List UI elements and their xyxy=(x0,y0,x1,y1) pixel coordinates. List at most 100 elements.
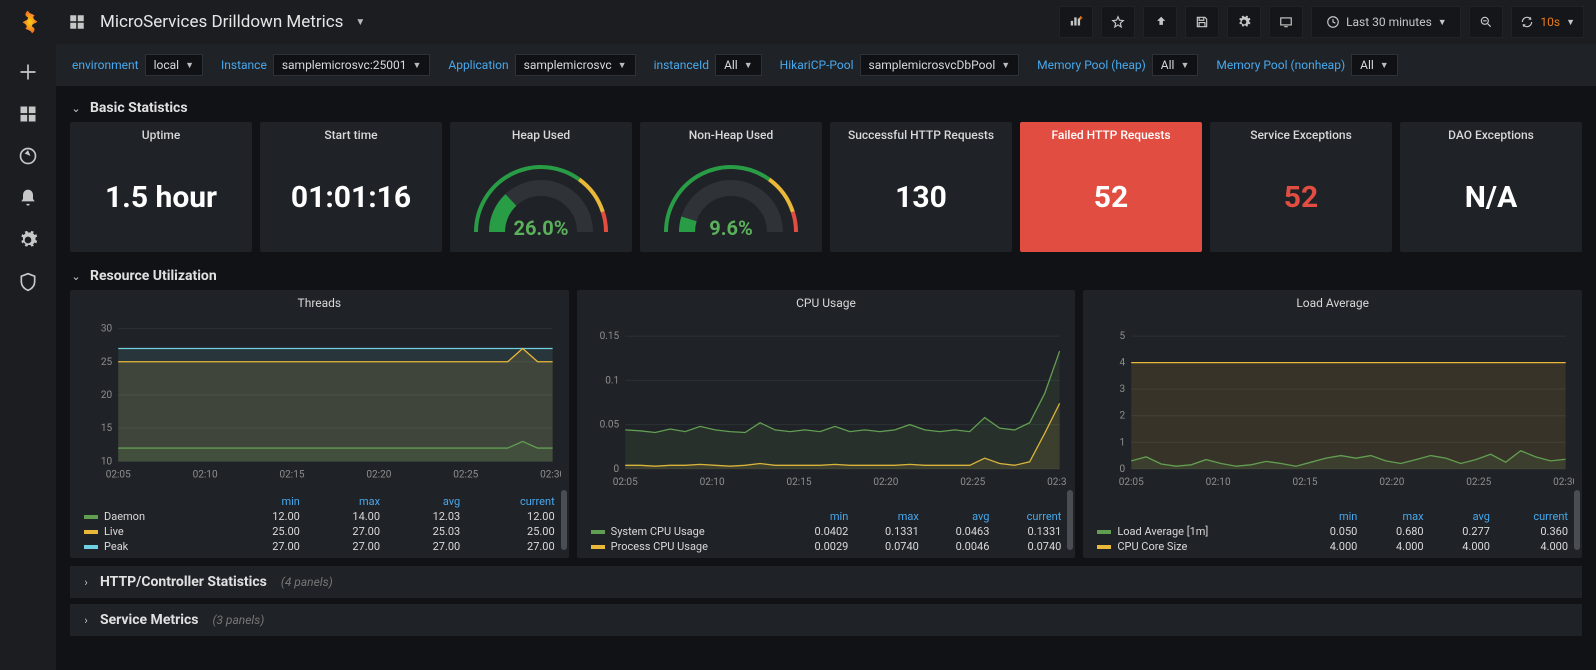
chart-svg[interactable]: 101520253002:0502:1002:1502:2002:2502:30 xyxy=(78,314,561,492)
stat-panel-nonheap[interactable]: Non-Heap Used9.6% xyxy=(640,122,822,252)
caret-down-icon: ▼ xyxy=(185,60,194,71)
variable-label: Memory Pool (heap) xyxy=(1037,58,1146,72)
stat-value: N/A xyxy=(1465,180,1517,215)
legend-table: minmaxavgcurrentDaemon12.0014.0012.0312.… xyxy=(78,494,561,554)
row-title: Basic Statistics xyxy=(90,100,188,116)
chart-svg[interactable]: 01234502:0502:1002:1502:2002:2502:30 xyxy=(1091,314,1574,507)
legend-row[interactable]: Process CPU Usage0.00290.07400.00460.074… xyxy=(585,539,1068,554)
row-title: Service Metrics xyxy=(100,612,198,628)
variable-label: HikariCP-Pool xyxy=(780,58,854,72)
grafana-logo-icon[interactable] xyxy=(12,8,44,40)
alert-icon[interactable] xyxy=(18,188,38,208)
dashboard-grid-icon xyxy=(68,13,86,31)
row-service-metrics[interactable]: › Service Metrics (3 panels) xyxy=(70,604,1582,636)
svg-text:0: 0 xyxy=(613,464,619,475)
legend-row[interactable]: Load Average [1m]0.0500.6800.2770.360 xyxy=(1091,524,1574,539)
stat-panel-start[interactable]: Start time01:01:16 xyxy=(260,122,442,252)
variable-value-dropdown[interactable]: All▼ xyxy=(715,54,762,76)
caret-down-icon: ▼ xyxy=(1001,60,1010,71)
variable-instance: Instance samplemicrosvc:25001▼ xyxy=(221,54,430,76)
variable-label: Application xyxy=(448,58,508,72)
row-resource-utilization[interactable]: ⌄ Resource Utilization xyxy=(70,260,1582,290)
variable-application: Application samplemicrosvc▼ xyxy=(448,54,635,76)
row-http-controller[interactable]: › HTTP/Controller Statistics (4 panels) xyxy=(70,566,1582,598)
chart-panel-threads[interactable]: Threads101520253002:0502:1002:1502:2002:… xyxy=(70,290,569,558)
row-basic-statistics[interactable]: ⌄ Basic Statistics xyxy=(70,92,1582,122)
cycle-view-button[interactable] xyxy=(1269,6,1303,38)
svg-text:02:05: 02:05 xyxy=(612,477,637,488)
time-range-picker[interactable]: Last 30 minutes▼ xyxy=(1311,6,1461,38)
gauge: 26.0% xyxy=(461,152,621,242)
svg-text:0.05: 0.05 xyxy=(599,420,619,431)
variable-value-dropdown[interactable]: samplemicrosvcDbPool▼ xyxy=(860,54,1020,76)
gauge: 9.6% xyxy=(651,152,811,242)
legend-table: minmaxavgcurrentSystem CPU Usage0.04020.… xyxy=(585,509,1068,554)
gauge-value: 26.0% xyxy=(461,216,621,240)
row-meta: (3 panels) xyxy=(212,613,264,627)
shield-icon[interactable] xyxy=(18,272,38,292)
plus-icon[interactable] xyxy=(18,62,38,82)
config-icon[interactable] xyxy=(18,230,38,250)
svg-text:25: 25 xyxy=(101,357,113,368)
variable-instanceid: instanceId All▼ xyxy=(654,54,762,76)
svg-text:0.1: 0.1 xyxy=(605,375,619,386)
refresh-interval: 10s xyxy=(1540,15,1560,29)
stat-panel-uptime[interactable]: Uptime1.5 hour xyxy=(70,122,252,252)
variable-label: instanceId xyxy=(654,58,710,72)
variable-value-dropdown[interactable]: samplemicrosvc▼ xyxy=(515,54,636,76)
svg-text:02:25: 02:25 xyxy=(960,477,985,488)
star-button[interactable] xyxy=(1101,6,1135,38)
chart-panel-cpu[interactable]: CPU Usage00.050.10.1502:0502:1002:1502:2… xyxy=(577,290,1076,558)
stat-value: 130 xyxy=(895,180,947,215)
explore-icon[interactable] xyxy=(18,146,38,166)
svg-text:30: 30 xyxy=(101,324,113,335)
row-title: Resource Utilization xyxy=(90,268,217,284)
legend-row[interactable]: Peak27.0027.0027.0027.00 xyxy=(78,539,561,554)
variable-value-dropdown[interactable]: All▼ xyxy=(1351,54,1398,76)
settings-button[interactable] xyxy=(1227,6,1261,38)
svg-text:02:15: 02:15 xyxy=(279,469,304,480)
variable-value-dropdown[interactable]: samplemicrosvc:25001▼ xyxy=(273,54,431,76)
panel-title: Threads xyxy=(78,294,561,314)
svg-text:0: 0 xyxy=(1120,464,1126,475)
share-button[interactable] xyxy=(1143,6,1177,38)
legend-row[interactable]: Live25.0027.0025.0325.00 xyxy=(78,524,561,539)
variable-memory-pool-nonheap-: Memory Pool (nonheap) All▼ xyxy=(1216,54,1397,76)
add-panel-button[interactable] xyxy=(1059,6,1093,38)
variable-environment: environment local▼ xyxy=(72,54,203,76)
svg-text:15: 15 xyxy=(101,423,113,434)
svg-text:02:15: 02:15 xyxy=(1293,477,1318,488)
variable-value-dropdown[interactable]: local▼ xyxy=(145,54,203,76)
legend-row[interactable]: Daemon12.0014.0012.0312.00 xyxy=(78,509,561,524)
legend-row[interactable]: CPU Core Size4.0004.0004.0004.000 xyxy=(1091,539,1574,554)
save-button[interactable] xyxy=(1185,6,1219,38)
stat-value: 01:01:16 xyxy=(291,180,411,215)
chart-svg[interactable]: 00.050.10.1502:0502:1002:1502:2002:2502:… xyxy=(585,314,1068,507)
stat-panel-daoexc[interactable]: DAO Exceptions N/A xyxy=(1400,122,1582,252)
panel-title: DAO Exceptions xyxy=(1400,122,1582,142)
caret-down-icon: ▼ xyxy=(1380,60,1389,71)
svg-text:2: 2 xyxy=(1120,411,1126,422)
panel-title: Heap Used xyxy=(450,122,632,142)
stat-panel-failhttp[interactable]: Failed HTTP Requests52 xyxy=(1020,122,1202,252)
stat-panel-okhttp[interactable]: Successful HTTP Requests130 xyxy=(830,122,1012,252)
refresh-button[interactable]: 10s▼ xyxy=(1511,6,1584,38)
title-dropdown-icon[interactable]: ▼ xyxy=(355,17,365,28)
chart-panel-load[interactable]: Load Average01234502:0502:1002:1502:2002… xyxy=(1083,290,1582,558)
stat-panel-heap[interactable]: Heap Used 26.0% xyxy=(450,122,632,252)
svg-text:02:20: 02:20 xyxy=(1380,477,1405,488)
svg-text:0.15: 0.15 xyxy=(599,331,619,342)
variable-label: Memory Pool (nonheap) xyxy=(1216,58,1345,72)
chevron-right-icon: › xyxy=(80,614,92,627)
legend-row[interactable]: System CPU Usage0.04020.13310.04630.1331 xyxy=(585,524,1068,539)
variable-hikaricp-pool: HikariCP-Pool samplemicrosvcDbPool▼ xyxy=(780,54,1020,76)
stat-panel-svcexc[interactable]: Service Exceptions52 xyxy=(1210,122,1392,252)
variable-value-dropdown[interactable]: All▼ xyxy=(1152,54,1199,76)
dashboard-title[interactable]: MicroServices Drilldown Metrics xyxy=(100,12,343,32)
svg-text:02:05: 02:05 xyxy=(1119,477,1144,488)
svg-text:1: 1 xyxy=(1120,437,1126,448)
zoom-out-button[interactable] xyxy=(1469,6,1503,38)
dashboards-icon[interactable] xyxy=(18,104,38,124)
scroll-indicator xyxy=(561,490,567,550)
svg-text:02:10: 02:10 xyxy=(193,469,218,480)
